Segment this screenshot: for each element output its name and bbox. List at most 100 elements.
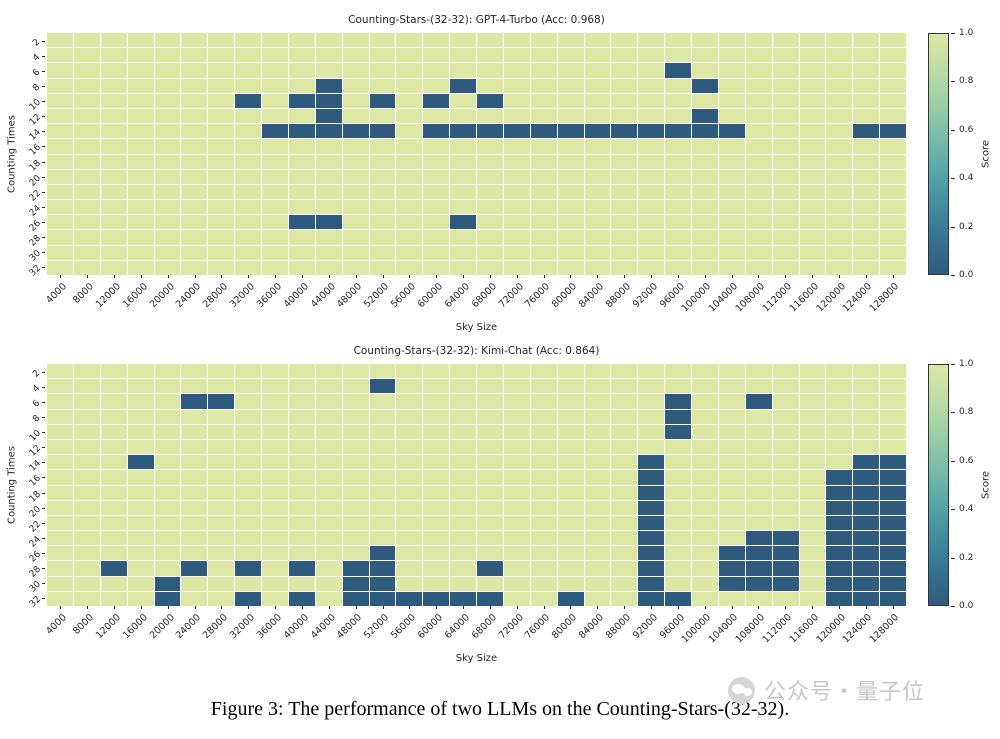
x-tick-mark <box>516 275 518 278</box>
heatmap-cell <box>369 63 396 78</box>
heatmap-cell <box>880 561 906 576</box>
heatmap-cell <box>477 546 503 561</box>
heatmap-cell <box>100 184 127 200</box>
heatmap-cell <box>665 364 691 379</box>
y-tick-label: 20 <box>27 173 43 189</box>
heatmap-cell <box>342 515 369 531</box>
heatmap-cell <box>235 439 261 455</box>
heatmap-cell <box>100 439 127 455</box>
y-tick-label: 12 <box>27 112 43 128</box>
heatmap-cell <box>423 424 450 439</box>
heatmap-cell <box>638 215 665 230</box>
heatmap-cell <box>611 455 638 470</box>
heatmap-cell <box>826 169 853 184</box>
x-tick-label: 16000 <box>120 612 150 642</box>
x-tick-mark <box>704 606 706 609</box>
x-tick-mark <box>838 606 840 609</box>
heatmap-cell <box>665 561 691 576</box>
heatmap-cell <box>772 184 799 200</box>
heatmap-cell <box>396 245 423 260</box>
y-tick-label: 8 <box>31 82 43 94</box>
y-tick-mark <box>42 146 45 148</box>
x-tick-mark <box>516 606 518 609</box>
heatmap-cell <box>826 500 853 515</box>
heatmap-cell <box>450 455 476 470</box>
heatmap-cell <box>692 154 718 169</box>
heatmap-cell <box>154 200 181 215</box>
heatmap-cell <box>127 409 154 424</box>
heatmap-cell <box>772 576 799 591</box>
heatmap-cell <box>73 154 100 169</box>
heatmap-cell <box>100 93 127 108</box>
heatmap-cell <box>100 591 127 606</box>
heatmap-cell <box>342 546 369 561</box>
heatmap-cell <box>154 424 181 439</box>
heatmap-cell <box>692 260 718 275</box>
heatmap-cell <box>799 215 826 230</box>
x-tick-mark <box>892 275 894 278</box>
heatmap-cell <box>826 33 853 48</box>
heatmap-cell <box>853 455 880 470</box>
heatmap-cell <box>181 576 208 591</box>
heatmap-cell <box>718 230 745 245</box>
heatmap-cell <box>880 439 906 455</box>
heatmap-cell <box>288 245 315 260</box>
heatmap-cell <box>423 230 450 245</box>
heatmap-cell <box>100 531 127 546</box>
heatmap-cell <box>638 439 665 455</box>
heatmap-cell <box>799 515 826 531</box>
heatmap-cell <box>853 515 880 531</box>
y-tick-mark <box>42 416 45 418</box>
heatmap-cell <box>396 33 423 48</box>
heatmap-cell <box>181 531 208 546</box>
heatmap-cell <box>73 215 100 230</box>
watermark-text: 公众号・量子位 <box>763 680 925 705</box>
heatmap-cell <box>208 215 235 230</box>
heatmap-cell <box>288 409 315 424</box>
x-tick-mark <box>114 606 116 609</box>
heatmap-cell <box>853 500 880 515</box>
heatmap-cell <box>530 154 557 169</box>
y-tick-mark <box>42 40 45 42</box>
watermark: 公众号・量子位 <box>727 674 925 706</box>
heatmap-cell <box>557 515 584 531</box>
heatmap-cell <box>315 108 342 124</box>
heatmap-cell <box>638 245 665 260</box>
heatmap-cell <box>503 576 530 591</box>
heatmap-cell <box>692 561 718 576</box>
y-tick-mark <box>42 507 45 509</box>
heatmap-cell <box>853 215 880 230</box>
colorbar-tick-label: 0.2 <box>950 221 974 232</box>
heatmap-figure-gpt4-turbo: Counting-Stars-(32-32): GPT-4-Turbo (Acc… <box>0 12 1000 344</box>
heatmap-cell <box>127 63 154 78</box>
heatmap-cell <box>235 561 261 576</box>
heatmap-cell <box>665 260 691 275</box>
x-tick-mark <box>543 606 545 609</box>
heatmap-cell <box>477 245 503 260</box>
heatmap-cell <box>342 409 369 424</box>
colorbar-ticks: 1.0 0.8 0.6 0.4 0.2 0.0 <box>950 28 981 280</box>
heatmap-cell <box>745 108 772 124</box>
heatmap-cell <box>611 230 638 245</box>
heatmap-cell <box>154 78 181 93</box>
heatmap-cell <box>288 379 315 394</box>
heatmap-cell <box>584 260 611 275</box>
x-tick-label: 20000 <box>147 281 177 311</box>
heatmap-cell <box>181 485 208 500</box>
x-tick-label: 48000 <box>335 612 365 642</box>
heatmap-cell <box>745 470 772 485</box>
heatmap-cell <box>181 470 208 485</box>
heatmap-cell <box>369 515 396 531</box>
heatmap-cell <box>692 485 718 500</box>
heatmap-cell <box>235 394 261 409</box>
heatmap-cell <box>530 576 557 591</box>
heatmap-cell <box>315 200 342 215</box>
heatmap-cell <box>396 230 423 245</box>
heatmap-cell <box>100 63 127 78</box>
heatmap-cell <box>584 546 611 561</box>
x-tick-mark <box>731 275 733 278</box>
heatmap-cell <box>853 245 880 260</box>
heatmap-cell <box>181 124 208 139</box>
y-tick-mark <box>42 237 45 239</box>
heatmap-cell <box>208 485 235 500</box>
